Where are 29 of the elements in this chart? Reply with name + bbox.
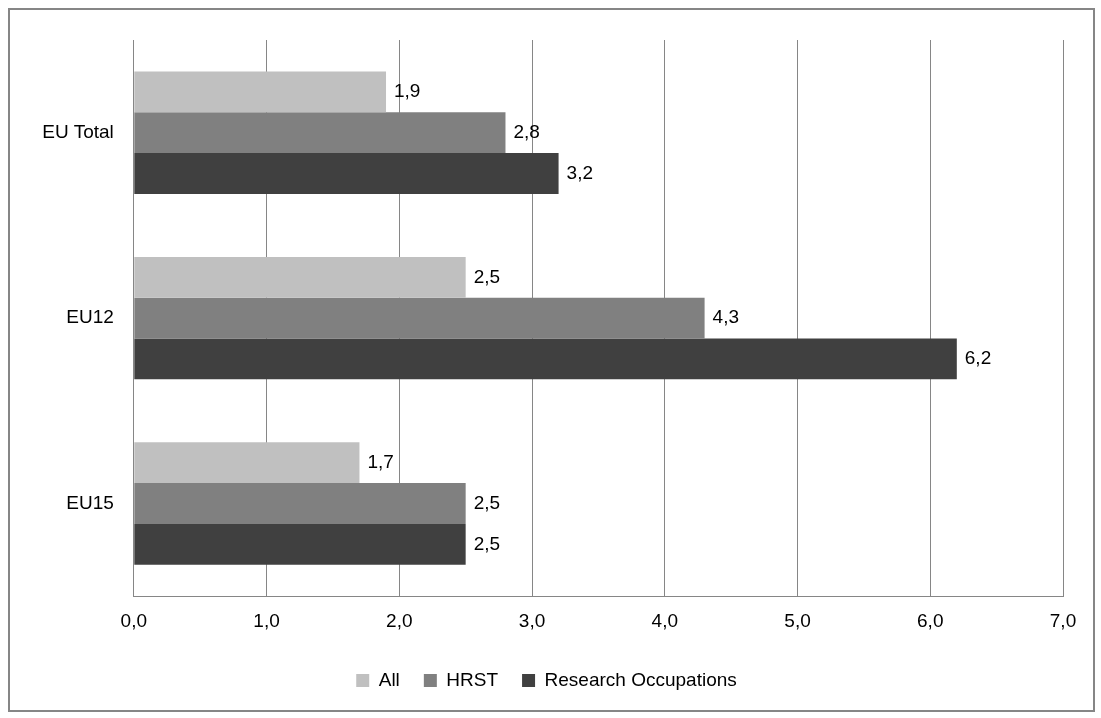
bar (134, 153, 559, 194)
x-tick-label: 1,0 (253, 609, 280, 631)
bar (134, 71, 387, 113)
legend-label: All (378, 668, 400, 690)
data-label: 6,2 (964, 347, 992, 369)
legend-label: HRST (446, 668, 499, 690)
data-label: 2,5 (473, 532, 501, 554)
data-label: 2,8 (513, 120, 540, 142)
data-label: 3,2 (566, 161, 593, 183)
data-label: 2,5 (473, 491, 501, 513)
legend-label: Research Occupations (544, 668, 737, 690)
bar (134, 523, 466, 565)
x-tick-label: 0,0 (120, 609, 148, 631)
x-tick-label: 2,0 (386, 609, 413, 631)
x-tick-label: 6,0 (917, 609, 944, 631)
x-tick-label: 4,0 (651, 609, 678, 631)
bar (134, 256, 466, 298)
data-label: 1,9 (394, 80, 421, 102)
bar (134, 338, 957, 380)
bar (134, 442, 360, 484)
x-tick-label: 5,0 (784, 609, 811, 631)
data-label: 4,3 (712, 306, 740, 328)
y-tick-label: EU15 (66, 491, 114, 513)
data-label: 2,5 (473, 265, 501, 287)
y-tick-label: EU Total (42, 120, 114, 142)
data-label: 1,7 (367, 450, 394, 472)
x-tick-label: 3,0 (518, 609, 546, 631)
x-tick-label: 7,0 (1049, 609, 1077, 631)
y-tick-label: EU12 (66, 306, 114, 328)
